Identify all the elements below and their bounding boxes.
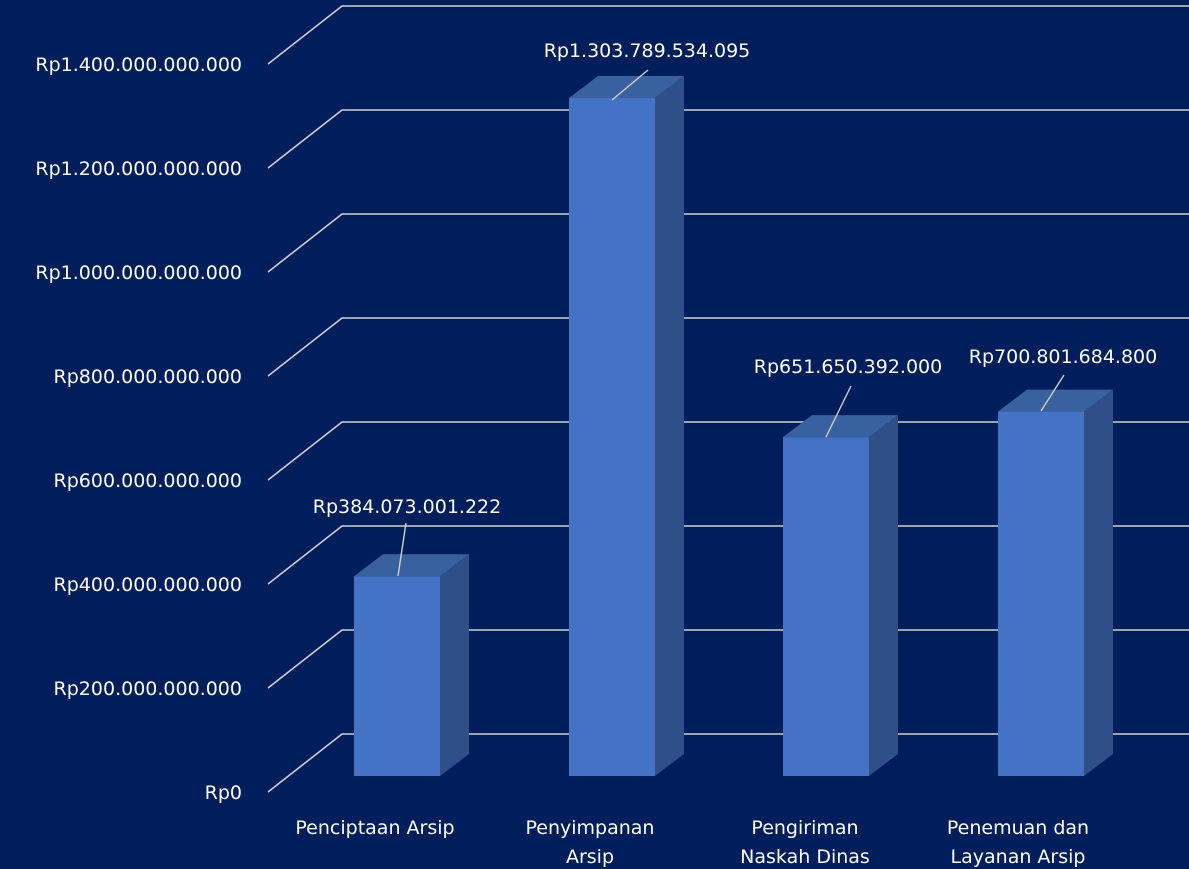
category-label: Naskah Dinas bbox=[740, 846, 870, 868]
y-tick-label: Rp400.000.000.000 bbox=[54, 574, 242, 596]
bar-side bbox=[655, 76, 684, 777]
data-label: Rp384.073.001.222 bbox=[313, 496, 501, 518]
category-label: Arsip bbox=[566, 846, 614, 868]
data-label-leader bbox=[1040, 374, 1065, 412]
data-label: Rp700.801.684.800 bbox=[969, 346, 1157, 368]
category-label: Penyimpanan bbox=[526, 817, 655, 839]
data-label: Rp651.650.392.000 bbox=[754, 356, 942, 378]
y-tick-label: Rp200.000.000.000 bbox=[54, 678, 242, 700]
bar-top bbox=[354, 554, 469, 577]
gridline bbox=[267, 421, 1189, 481]
gridline bbox=[267, 109, 1189, 169]
data-label-leader bbox=[397, 522, 407, 577]
gridline bbox=[267, 213, 1189, 273]
data-labels: Rp384.073.001.222 Rp1.303.789.534.095 Rp65… bbox=[313, 40, 1157, 577]
gridline bbox=[267, 317, 1189, 377]
category-label: Layanan Arsip bbox=[951, 846, 1086, 868]
y-tick-label: Rp1.400.000.000.000 bbox=[35, 54, 242, 76]
bar bbox=[354, 554, 469, 776]
gridline bbox=[267, 525, 1189, 585]
bar bbox=[569, 76, 684, 777]
y-axis-tick-labels: Rp0 Rp200.000.000.000 Rp400.000.000.000 Rp6… bbox=[35, 54, 242, 804]
gridline bbox=[267, 733, 1189, 793]
bar-side bbox=[440, 554, 469, 776]
gridline bbox=[267, 5, 1189, 65]
bars bbox=[354, 76, 1113, 777]
bar bbox=[783, 415, 898, 776]
category-label: Penemuan dan bbox=[947, 817, 1089, 839]
y-tick-label: Rp1.000.000.000.000 bbox=[35, 262, 242, 284]
data-label-leader bbox=[611, 69, 649, 101]
category-label: Pengiriman bbox=[751, 817, 858, 839]
bar-front bbox=[998, 411, 1084, 776]
bar-top bbox=[783, 415, 898, 438]
bar-front bbox=[783, 437, 869, 776]
gridline bbox=[267, 629, 1189, 689]
bar-front bbox=[354, 576, 440, 776]
bar bbox=[998, 389, 1113, 776]
gridlines bbox=[267, 5, 1189, 793]
bar-top bbox=[998, 389, 1113, 412]
category-label: Penciptaan Arsip bbox=[295, 817, 454, 839]
category-labels: Penciptaan Arsip Penyimpanan Arsip Pengirim… bbox=[295, 817, 1089, 868]
bar-side bbox=[1084, 389, 1113, 776]
y-tick-label: Rp0 bbox=[205, 782, 242, 804]
bar-front bbox=[569, 98, 655, 777]
y-tick-label: Rp600.000.000.000 bbox=[54, 470, 242, 492]
bar-side bbox=[869, 415, 898, 776]
data-label: Rp1.303.789.534.095 bbox=[544, 40, 751, 62]
data-label-leader bbox=[825, 385, 852, 438]
y-tick-label: Rp800.000.000.000 bbox=[54, 366, 242, 388]
y-tick-label: Rp1.200.000.000.000 bbox=[35, 158, 242, 180]
